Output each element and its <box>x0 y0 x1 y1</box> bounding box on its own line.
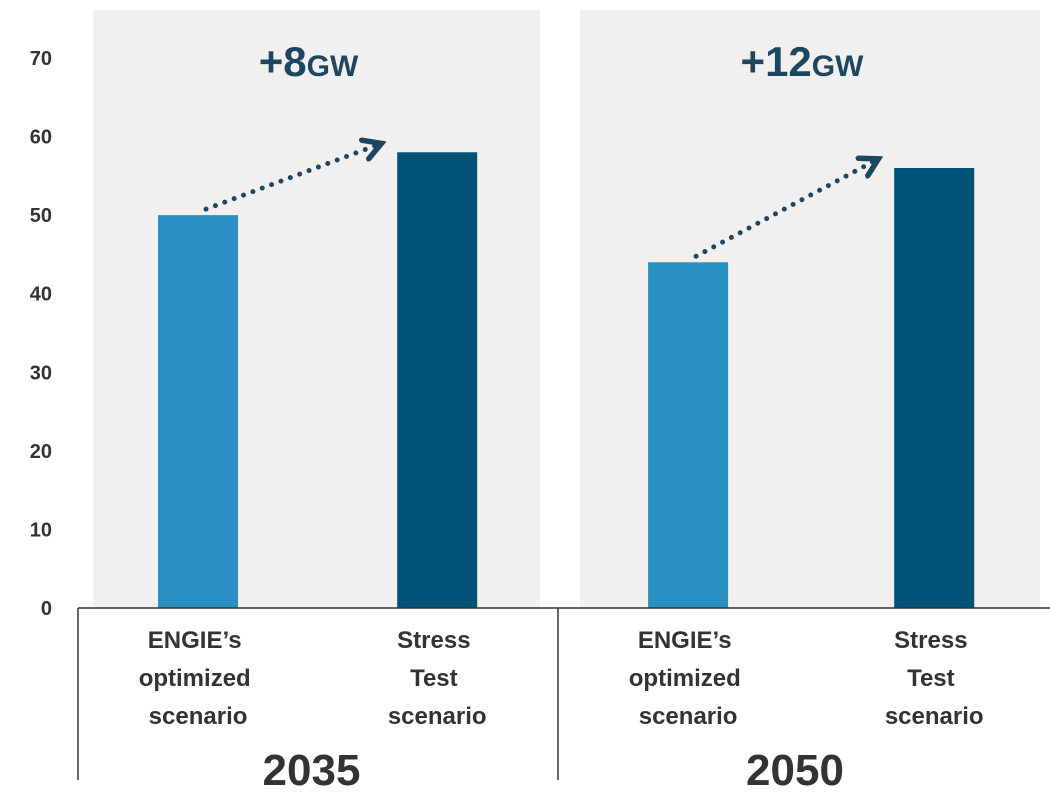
bar <box>648 262 729 608</box>
x-tick-label: ENGIE’s optimized scenario <box>629 627 748 730</box>
annotation-value: +12 <box>741 38 812 85</box>
group-label: 2035 <box>263 746 361 794</box>
annotation-unit: GW <box>307 50 359 83</box>
y-tick-label: 30 <box>30 362 52 384</box>
y-tick-label: 50 <box>30 205 52 227</box>
group-label: 2050 <box>746 746 844 794</box>
y-tick-label: 60 <box>30 127 52 149</box>
y-tick-label: 0 <box>41 598 52 620</box>
x-tick-label: ENGIE’s optimized scenario <box>139 627 258 730</box>
y-tick-label: 40 <box>30 284 52 306</box>
y-tick-label: 20 <box>30 441 52 463</box>
annotation: +8GW <box>259 38 359 85</box>
x-tick-label: Stress Test scenario <box>885 627 984 730</box>
arrow <box>203 144 379 212</box>
annotation-value: +8 <box>259 38 307 85</box>
x-tick-label: Stress Test scenario <box>388 627 487 730</box>
arrow <box>693 160 876 259</box>
y-tick-label: 70 <box>30 48 52 70</box>
annotation: +12GW <box>741 38 865 85</box>
y-tick-label: 10 <box>30 519 52 541</box>
annotation-unit: GW <box>812 50 864 83</box>
bar <box>158 215 239 608</box>
bar <box>894 168 975 608</box>
bar <box>397 152 478 609</box>
